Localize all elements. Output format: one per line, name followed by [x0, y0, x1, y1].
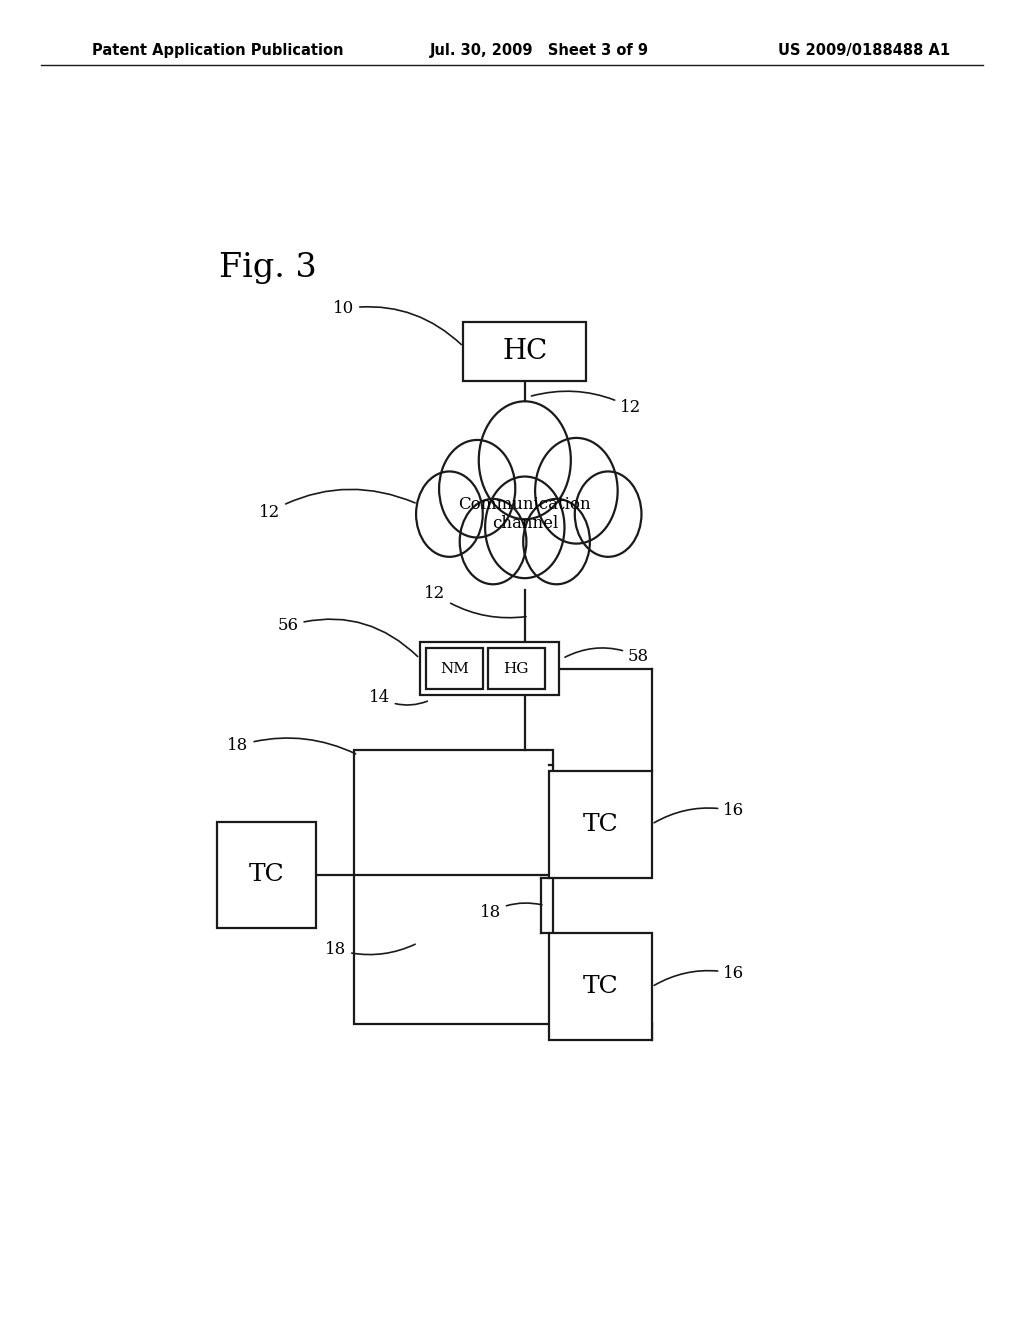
Ellipse shape: [479, 401, 570, 519]
Text: 12: 12: [259, 490, 415, 520]
Text: 18: 18: [227, 738, 355, 754]
Text: 56: 56: [278, 618, 418, 656]
Ellipse shape: [416, 471, 482, 557]
Text: Patent Application Publication: Patent Application Publication: [92, 42, 344, 58]
Ellipse shape: [485, 477, 564, 578]
Text: 16: 16: [654, 803, 744, 822]
FancyBboxPatch shape: [549, 771, 652, 878]
Ellipse shape: [460, 499, 526, 585]
Text: HC: HC: [502, 338, 548, 366]
Text: 16: 16: [654, 965, 744, 985]
Text: US 2009/0188488 A1: US 2009/0188488 A1: [778, 42, 950, 58]
FancyBboxPatch shape: [463, 322, 587, 381]
Text: 12: 12: [424, 585, 526, 618]
Text: 14: 14: [369, 689, 427, 706]
Ellipse shape: [439, 440, 515, 537]
Text: 18: 18: [325, 941, 415, 957]
FancyBboxPatch shape: [487, 648, 545, 689]
Text: TC: TC: [249, 863, 285, 887]
FancyBboxPatch shape: [217, 821, 316, 928]
FancyBboxPatch shape: [420, 643, 558, 696]
Text: 58: 58: [565, 648, 649, 665]
FancyBboxPatch shape: [549, 933, 652, 1040]
Text: Communication
channel: Communication channel: [459, 496, 591, 532]
Text: Jul. 30, 2009   Sheet 3 of 9: Jul. 30, 2009 Sheet 3 of 9: [430, 42, 649, 58]
Text: Fig. 3: Fig. 3: [219, 252, 317, 284]
FancyBboxPatch shape: [426, 648, 483, 689]
Ellipse shape: [574, 471, 641, 557]
Text: HG: HG: [504, 661, 529, 676]
Ellipse shape: [536, 438, 617, 544]
Ellipse shape: [523, 499, 590, 585]
FancyBboxPatch shape: [354, 750, 553, 1024]
Text: TC: TC: [583, 975, 618, 998]
Text: 12: 12: [531, 391, 641, 416]
Text: 18: 18: [479, 903, 542, 921]
Text: NM: NM: [440, 661, 469, 676]
Text: TC: TC: [583, 813, 618, 836]
Text: 10: 10: [333, 301, 461, 345]
